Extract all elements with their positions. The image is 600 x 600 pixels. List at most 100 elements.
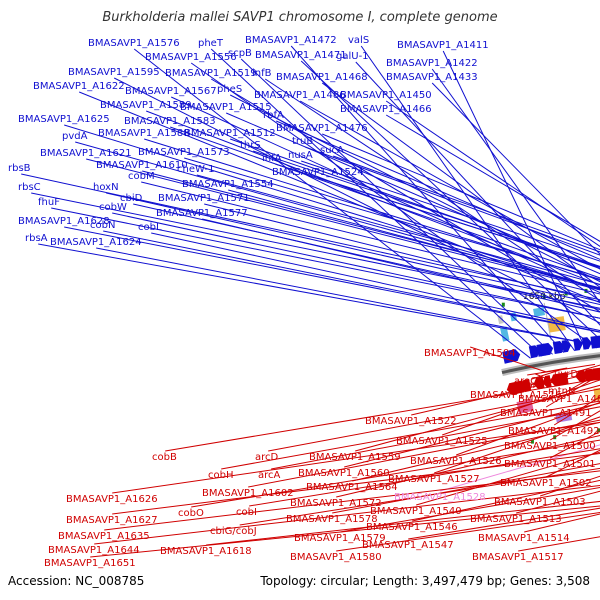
label-leader: [385, 114, 600, 242]
reverse-gene-label: BMASAVP1_A1517: [472, 552, 564, 563]
reverse-gene-label: BMASAVP1_A1626: [66, 494, 158, 505]
label-leader: [540, 475, 600, 497]
label-leader: [352, 421, 600, 482]
forward-gene-label: cobL: [138, 222, 162, 233]
feature-block-outer: [500, 326, 510, 342]
forward-gene-label: BMASAVP1_A1466: [340, 104, 432, 115]
label-leader: [144, 138, 600, 281]
accession-text: Accession: NC_008785: [8, 574, 145, 588]
label-leader: [412, 479, 600, 522]
label-leader: [516, 490, 600, 514]
label-leader: [51, 207, 600, 319]
reverse-gene-label: BMASAVP1_A1525: [396, 436, 488, 447]
label-leader: [442, 50, 587, 350]
label-leader: [276, 120, 600, 260]
forward-gene-label: BMASAVP1_A1577: [156, 208, 248, 219]
label-leader: [336, 512, 600, 552]
forward-gene-label: cobN: [90, 220, 115, 231]
forward-gene-label: BMASAVP1_A1556: [145, 52, 237, 63]
forward-gene-label: BMASAVP1_A1486: [254, 90, 346, 101]
reverse-gene-label: cobB: [152, 452, 177, 463]
reverse-gene-label: BMASAVP1_A1501: [504, 459, 596, 470]
feature-block-outer-2: [497, 315, 504, 324]
forward-gene-label: BMASAVP1_A1472: [245, 35, 337, 46]
label-leader: [146, 110, 600, 286]
label-leader: [191, 439, 600, 508]
forward-gene-arrow: [561, 340, 571, 353]
reverse-gene-label: BMASAVP1_A1489: [518, 394, 600, 405]
reverse-gene-label: BMASAVP1_A1540: [370, 506, 462, 517]
label-leader: [75, 141, 600, 290]
label-leader: [249, 448, 600, 507]
forward-gene-label: fhuF: [38, 197, 60, 208]
forward-gene-label: BMASAVP1_A1595: [68, 67, 160, 78]
label-leader: [170, 126, 600, 279]
reverse-gene-label: BMASAVP1_A1644: [48, 545, 140, 556]
forward-gene-label: truB: [292, 136, 313, 147]
label-leader: [170, 96, 600, 294]
label-leader: [104, 470, 600, 531]
label-leader: [549, 430, 600, 459]
reverse-gene-label: BMASAVP1_A1602: [202, 488, 294, 499]
reverse-gene-label: BMASAVP1_A1491: [500, 408, 592, 419]
reverse-gene-label: BMASAVP1_A1579: [294, 533, 386, 544]
label-leader: [385, 100, 600, 247]
forward-gene-arrow: [508, 349, 521, 363]
label-leader: [516, 364, 600, 390]
forward-gene-label: rbsA: [25, 233, 48, 244]
label-leader: [112, 212, 600, 319]
reverse-gene-label: cobH: [208, 470, 233, 481]
reverse-gene-label: BMASAVP1_A1618: [160, 546, 252, 557]
forward-gene-label: BMASAVP1_A1571: [158, 193, 250, 204]
label-leader: [184, 157, 600, 280]
label-leader: [226, 112, 600, 275]
forward-gene-label: cheW-1: [177, 164, 214, 175]
label-leader: [301, 160, 600, 262]
label-leader: [64, 124, 600, 290]
reverse-gene-label: BMASAVP1_A1547: [362, 540, 454, 551]
reverse-gene-label: BMASAVP1_A1559: [309, 452, 401, 463]
forward-gene-label: BMASAVP1_A1422: [386, 58, 478, 69]
forward-gene-label: BMASAVP1_A1622: [33, 81, 125, 92]
reverse-gene-label: BMASAVP1_A1492: [508, 426, 600, 437]
label-leader: [112, 421, 600, 494]
label-leader: [411, 370, 600, 416]
label-leader: [103, 230, 600, 333]
forward-gene-label: cbiD: [120, 193, 143, 204]
reverse-gene-label: BMASAVP1_A1502: [500, 478, 592, 489]
label-leader: [340, 486, 600, 533]
reverse-gene-label: BMASAVP1_A1527: [388, 474, 480, 485]
label-leader: [112, 453, 600, 515]
forward-gene-label: BMASAVP1_A1576: [88, 38, 180, 49]
forward-gene-label: hoxN: [93, 182, 119, 193]
label-leader: [141, 181, 600, 295]
forward-gene-label: BMASAVP1_A1554: [182, 179, 274, 190]
label-leader: [196, 174, 600, 285]
label-leader: [230, 138, 600, 270]
forward-gene-label: BMASAVP1_A1624: [50, 237, 142, 248]
reverse-gene-label: rbn: [522, 380, 539, 391]
label-leader: [86, 158, 600, 291]
rna-mark-inner: [597, 428, 600, 433]
backbone-line: [501, 354, 600, 375]
reverse-gene-label: BMASAVP1_A1504: [424, 348, 516, 359]
label-leader: [318, 177, 600, 268]
label-leader: [305, 146, 600, 256]
label-leader: [527, 363, 596, 376]
forward-gene-label: pvdA: [62, 131, 88, 142]
label-leader: [64, 226, 600, 333]
forward-gene-label: ihfA: [262, 153, 282, 164]
reverse-gene-label: BMASAVP1_A1560: [298, 468, 390, 479]
rna-mark-outer: [501, 302, 505, 307]
label-leader: [408, 507, 600, 540]
forward-gene-label: BMASAVP1_A1621: [40, 148, 132, 159]
reverse-gene-label: BMASAVP1_A1500: [504, 441, 596, 452]
forward-gene-label: BMASAVP1_A1628: [18, 216, 110, 227]
label-leader: [268, 388, 600, 452]
label-leader: [31, 192, 600, 309]
label-leader: [322, 133, 600, 251]
label-leader: [253, 150, 600, 267]
forward-gene-label: thrS: [240, 140, 261, 151]
